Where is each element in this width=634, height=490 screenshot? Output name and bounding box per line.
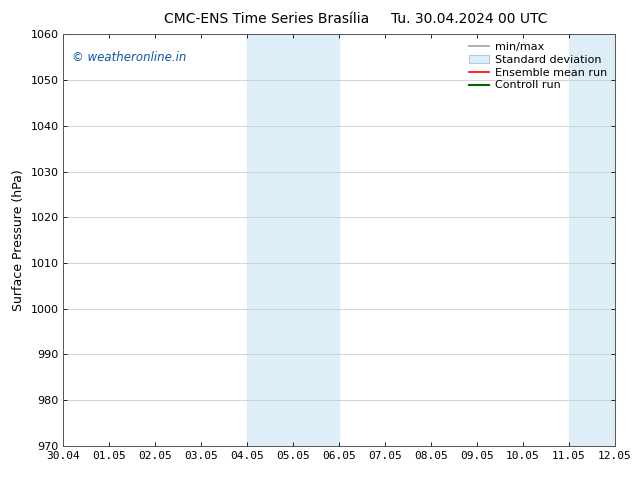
Text: CMC-ENS Time Series Brasília: CMC-ENS Time Series Brasília xyxy=(164,12,369,26)
Legend: min/max, Standard deviation, Ensemble mean run, Controll run: min/max, Standard deviation, Ensemble me… xyxy=(467,40,609,93)
Y-axis label: Surface Pressure (hPa): Surface Pressure (hPa) xyxy=(12,169,25,311)
Text: © weatheronline.in: © weatheronline.in xyxy=(72,51,186,64)
Text: Tu. 30.04.2024 00 UTC: Tu. 30.04.2024 00 UTC xyxy=(391,12,547,26)
Bar xyxy=(569,34,615,446)
Bar xyxy=(247,34,293,446)
Bar xyxy=(293,34,339,446)
